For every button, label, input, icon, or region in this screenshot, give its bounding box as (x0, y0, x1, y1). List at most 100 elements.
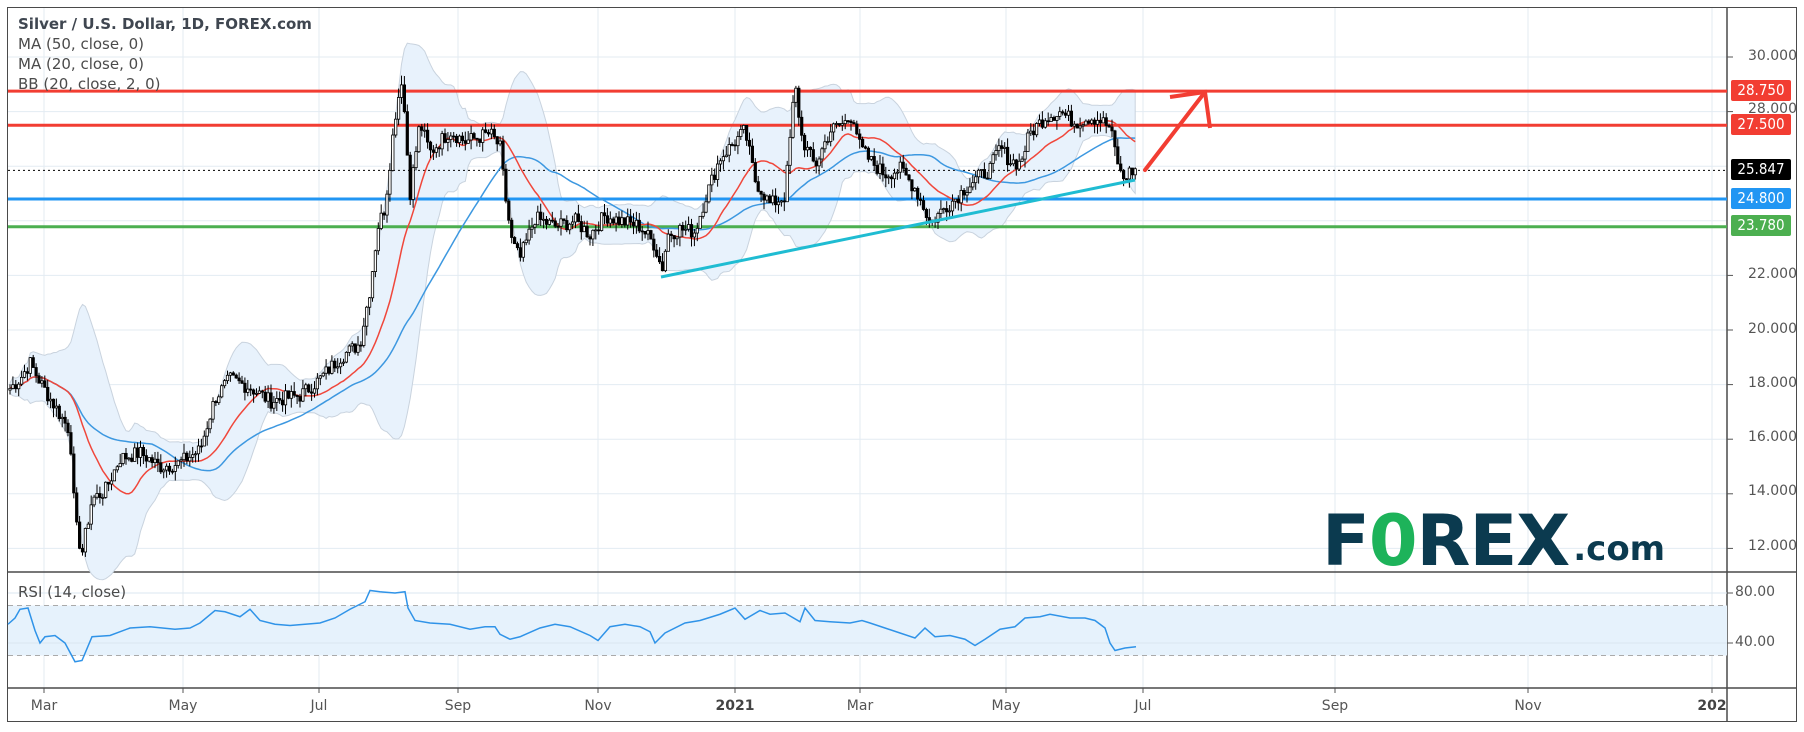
candle-body (550, 219, 554, 222)
candle-body (263, 391, 267, 402)
candle-body (510, 219, 514, 238)
price-tag-last-price: 25.847 (1731, 159, 1791, 180)
candle-body (547, 219, 552, 225)
candle-body (733, 144, 737, 147)
price-tick: 22.000 (1748, 266, 1797, 282)
candle-body (1061, 111, 1065, 114)
candle-body (866, 147, 871, 160)
candle-body (423, 129, 427, 132)
candle-body (524, 239, 528, 244)
candle-body (1049, 117, 1053, 122)
candle-body (89, 504, 93, 525)
candle-body (652, 238, 656, 251)
candle-body (515, 243, 520, 249)
price-tag-resistance-high: 28.750 (1731, 80, 1791, 101)
candle-body (251, 389, 256, 395)
candle-body (985, 177, 989, 180)
candle-body (536, 211, 540, 226)
candle-body (571, 221, 575, 225)
time-tick: May (168, 698, 198, 714)
candle-body (756, 181, 760, 192)
candle-body (634, 219, 639, 227)
candle-body (597, 229, 601, 232)
candle-body (672, 235, 676, 240)
candle-body (689, 224, 694, 238)
candle-body (289, 391, 293, 399)
candle-body (620, 217, 624, 225)
candle-body (1011, 159, 1016, 165)
candle-body (779, 200, 784, 203)
candle-body (724, 154, 728, 158)
candle-body (347, 345, 351, 353)
candle-body (849, 120, 853, 123)
candle-body (655, 249, 659, 257)
candle-body (675, 236, 679, 240)
candle-body (594, 229, 598, 232)
candle-body (803, 134, 807, 151)
candle-body (782, 200, 786, 203)
time-tick: Mar (846, 698, 874, 714)
ma20-line (9, 119, 1136, 495)
indicator-ma50[interactable]: MA (50, close, 0) (18, 35, 145, 53)
candle-body (330, 360, 334, 374)
candle-body (1124, 178, 1129, 181)
candle-body (14, 384, 18, 390)
indicator-bb[interactable]: BB (20, close, 2, 0) (18, 75, 161, 93)
candle-body (919, 198, 923, 201)
candle-body (910, 179, 914, 192)
candle-body (57, 405, 61, 420)
candle-body (466, 139, 470, 144)
candle-body (417, 126, 421, 153)
candle-body (1110, 126, 1114, 132)
candle-body (1058, 111, 1062, 117)
candle-body (434, 147, 438, 153)
time-tick: Jul (310, 698, 328, 714)
candle-body (1127, 167, 1131, 180)
candle-body (832, 123, 836, 133)
candle-body (483, 129, 488, 133)
candle-body (481, 129, 485, 143)
candle-body (133, 447, 137, 462)
candle-body (249, 388, 253, 391)
candle-body (449, 135, 453, 140)
price-tag-support-blue: 24.800 (1731, 188, 1791, 209)
candle-body (837, 123, 842, 126)
candle-body (1098, 120, 1102, 124)
candle-body (40, 380, 44, 384)
candle-body (1035, 123, 1039, 136)
candle-body (585, 226, 589, 238)
candle-body (924, 209, 929, 218)
candle-body (22, 371, 27, 378)
candle-body (243, 382, 247, 393)
candle-body (861, 138, 865, 148)
candle-body (498, 140, 502, 145)
candle-body (817, 158, 821, 167)
candle-body (614, 216, 618, 224)
time-tick: Sep (1321, 698, 1349, 714)
candle-body (283, 390, 288, 406)
candle-body (295, 394, 299, 397)
candle-body (382, 212, 386, 216)
indicator-ma20[interactable]: MA (20, close, 0) (18, 55, 145, 73)
candle-body (176, 460, 180, 466)
candle-body (977, 169, 981, 178)
candle-body (890, 176, 894, 180)
candle-body (452, 135, 456, 138)
candle-body (315, 377, 320, 390)
candle-body (367, 297, 372, 308)
candle-body (962, 189, 966, 196)
candle-body (124, 452, 128, 460)
candle-body (69, 432, 73, 455)
candle-body (663, 250, 668, 272)
candle-body (376, 228, 380, 252)
candle-body (454, 135, 459, 143)
candle-body (794, 87, 798, 103)
symbol-title[interactable]: Silver / U.S. Dollar, 1D, FOREX.com (18, 15, 312, 33)
candle-body (762, 193, 766, 201)
rsi-indicator-label[interactable]: RSI (14, close) (18, 583, 127, 601)
chart-legend: Silver / U.S. Dollar, 1D, FOREX.com MA (… (18, 14, 312, 94)
candle-body (643, 231, 647, 235)
candle-body (576, 213, 581, 222)
candle-body (292, 391, 296, 396)
